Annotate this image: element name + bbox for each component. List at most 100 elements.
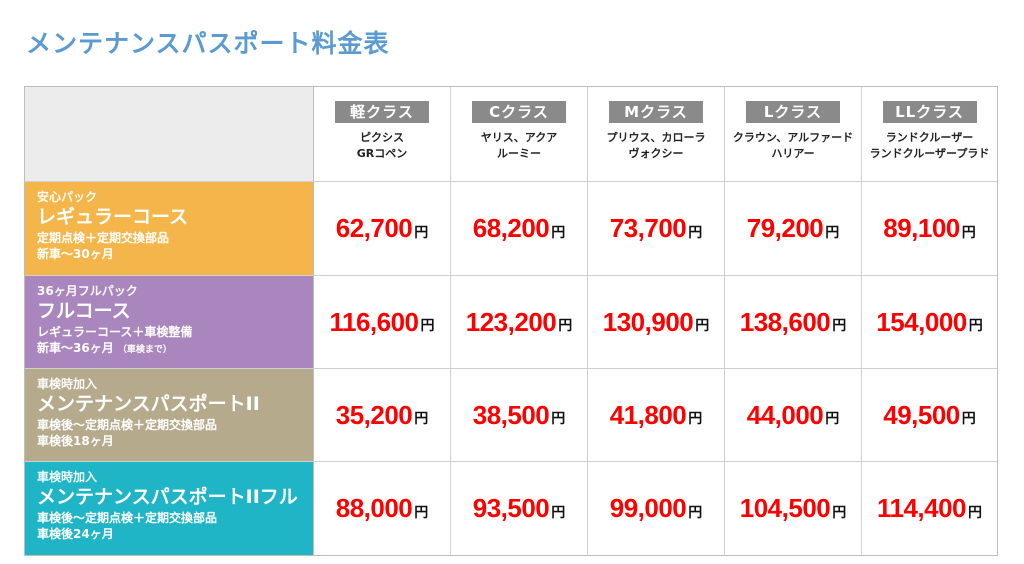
price-cell: 62,700 円 bbox=[314, 182, 451, 275]
price-value: 62,700 bbox=[335, 213, 413, 243]
price-value: 35,200 bbox=[335, 399, 413, 430]
class-model-line: ヤリス、アクア bbox=[480, 131, 558, 144]
plan-sub-label: 車検時加入 bbox=[37, 470, 98, 484]
class-model-line: ピクシス bbox=[360, 131, 404, 144]
yen-unit: 円 bbox=[961, 411, 976, 427]
price-cell: 73,700 円 bbox=[588, 182, 725, 275]
plan-sub-label: 車検時加入 bbox=[37, 377, 98, 391]
plan-period-text: 車検後24ヶ月 bbox=[37, 527, 114, 541]
class-model-line: プリウス、カローラ bbox=[606, 131, 706, 144]
yen-unit: 円 bbox=[825, 224, 840, 241]
price-value: 130,900 bbox=[602, 306, 694, 337]
class-models: ヤリス、アクア ルーミー bbox=[451, 130, 587, 162]
yen-unit: 円 bbox=[551, 224, 566, 241]
plan-label-cell: 車検時加入 メンテナンスパスポートIIフル 車検後〜定期点検＋定期交換部品 車検… bbox=[25, 462, 314, 555]
plan-period-note: （車検まで） bbox=[117, 345, 172, 355]
price-cell: 130,900 円 bbox=[588, 276, 725, 368]
plan-period-text: 車検後18ヶ月 bbox=[37, 434, 114, 448]
yen-unit: 円 bbox=[968, 318, 983, 334]
price-value: 68,200 bbox=[472, 213, 550, 243]
price-table: 軽クラス ピクシス GRコペン Cクラス ヤリス、アクア ルーミー Mクラス プ… bbox=[24, 86, 998, 556]
price-cell: 79,200 円 bbox=[725, 182, 862, 275]
plan-sub-label: 安心パック bbox=[37, 190, 98, 204]
yen-unit: 円 bbox=[414, 504, 429, 521]
class-model-line: ヴォクシー bbox=[628, 147, 684, 160]
yen-unit: 円 bbox=[832, 318, 847, 334]
price-cell: 44,000 円 bbox=[725, 369, 862, 461]
price-cell: 68,200 円 bbox=[451, 182, 588, 275]
price-cell: 154,000 円 bbox=[862, 276, 997, 368]
price-cell: 138,600 円 bbox=[725, 276, 862, 368]
class-model-line: ルーミー bbox=[497, 147, 541, 160]
yen-unit: 円 bbox=[961, 224, 976, 241]
plan-name: メンテナンスパスポートIIフル bbox=[37, 486, 298, 508]
class-model-line: ランドクルーザー bbox=[885, 131, 974, 144]
class-header-cell: Mクラス プリウス、カローラ ヴォクシー bbox=[588, 87, 725, 181]
class-badge: Lクラス bbox=[746, 101, 840, 123]
plan-label-cell: 安心パック レギュラーコース 定期点検＋定期交換部品 新車〜30ヶ月 bbox=[25, 182, 314, 275]
plan-period: 新車〜30ヶ月 bbox=[37, 246, 313, 264]
yen-unit: 円 bbox=[968, 504, 983, 521]
price-cell: 38,500 円 bbox=[451, 369, 588, 461]
plan-row: 安心パック レギュラーコース 定期点検＋定期交換部品 新車〜30ヶ月 62,70… bbox=[25, 181, 997, 275]
plan-label-cell: 車検時加入 メンテナンスパスポートII 車検後〜定期点検＋定期交換部品 車検後1… bbox=[25, 369, 314, 461]
class-models: ピクシス GRコペン bbox=[314, 130, 450, 162]
class-badge: Mクラス bbox=[609, 101, 703, 123]
price-cell: 104,500 円 bbox=[725, 462, 862, 555]
class-model-line: クラウン、アルファード bbox=[732, 131, 854, 144]
yen-unit: 円 bbox=[832, 504, 847, 521]
plan-description: 定期点検＋定期交換部品 bbox=[37, 231, 170, 245]
yen-unit: 円 bbox=[695, 318, 710, 334]
yen-unit: 円 bbox=[688, 224, 703, 241]
price-value: 116,600 bbox=[329, 306, 419, 337]
price-value: 123,200 bbox=[465, 306, 557, 337]
price-cell: 89,100 円 bbox=[862, 182, 997, 275]
price-cell: 49,500 円 bbox=[862, 369, 997, 461]
price-value: 89,100 bbox=[883, 213, 960, 243]
class-badge: Cクラス bbox=[472, 101, 566, 123]
page-title: メンテナンスパスポート料金表 bbox=[26, 29, 390, 58]
plan-row: 車検時加入 メンテナンスパスポートIIフル 車検後〜定期点検＋定期交換部品 車検… bbox=[25, 461, 997, 555]
plan-description: レギュラーコース＋車検整備 bbox=[37, 325, 193, 339]
plan-name: フルコース bbox=[37, 300, 131, 322]
price-value: 38,500 bbox=[472, 399, 550, 430]
plan-name: レギュラーコース bbox=[37, 206, 189, 228]
price-cell: 114,400 円 bbox=[862, 462, 997, 555]
yen-unit: 円 bbox=[825, 411, 840, 427]
plan-description: 車検後〜定期点検＋定期交換部品 bbox=[37, 511, 218, 525]
plan-period: 車検後18ヶ月 bbox=[37, 433, 313, 451]
yen-unit: 円 bbox=[551, 504, 566, 521]
price-cell: 35,200 円 bbox=[314, 369, 451, 461]
yen-unit: 円 bbox=[551, 411, 566, 427]
class-models: ランドクルーザー ランドクルーザープラド bbox=[862, 130, 997, 162]
price-value: 138,600 bbox=[739, 306, 831, 337]
price-value: 49,500 bbox=[883, 399, 960, 430]
price-value: 41,800 bbox=[609, 399, 687, 430]
price-value: 154,000 bbox=[876, 306, 967, 337]
class-model-line: ハリアー bbox=[771, 147, 815, 160]
plan-description: 車検後〜定期点検＋定期交換部品 bbox=[37, 418, 218, 432]
yen-unit: 円 bbox=[414, 411, 429, 427]
plan-sub-label: 36ヶ月フルパック bbox=[37, 284, 138, 298]
price-value: 73,700 bbox=[609, 213, 687, 243]
price-cell: 99,000 円 bbox=[588, 462, 725, 555]
yen-unit: 円 bbox=[558, 318, 573, 334]
class-badge: 軽クラス bbox=[335, 101, 429, 123]
price-value: 88,000 bbox=[335, 493, 413, 523]
plan-name: メンテナンスパスポートII bbox=[37, 393, 260, 415]
class-header-cell: Cクラス ヤリス、アクア ルーミー bbox=[451, 87, 588, 181]
yen-unit: 円 bbox=[420, 318, 435, 334]
plan-label-cell: 36ヶ月フルパック フルコース レギュラーコース＋車検整備 新車〜36ヶ月 （車… bbox=[25, 276, 314, 368]
plan-row: 車検時加入 メンテナンスパスポートII 車検後〜定期点検＋定期交換部品 車検後1… bbox=[25, 368, 997, 461]
plan-period: 新車〜36ヶ月 （車検まで） bbox=[37, 340, 313, 358]
price-value: 114,400 bbox=[876, 493, 967, 523]
price-value: 79,200 bbox=[746, 213, 824, 243]
plan-period-text: 新車〜36ヶ月 bbox=[37, 341, 114, 355]
yen-unit: 円 bbox=[414, 224, 429, 241]
class-badge: LLクラス bbox=[882, 101, 977, 123]
class-model-line: GRコペン bbox=[356, 147, 408, 160]
class-models: クラウン、アルファード ハリアー bbox=[725, 130, 861, 162]
plan-period-text: 新車〜30ヶ月 bbox=[37, 247, 114, 261]
class-model-line: ランドクルーザープラド bbox=[869, 147, 990, 160]
price-cell: 41,800 円 bbox=[588, 369, 725, 461]
